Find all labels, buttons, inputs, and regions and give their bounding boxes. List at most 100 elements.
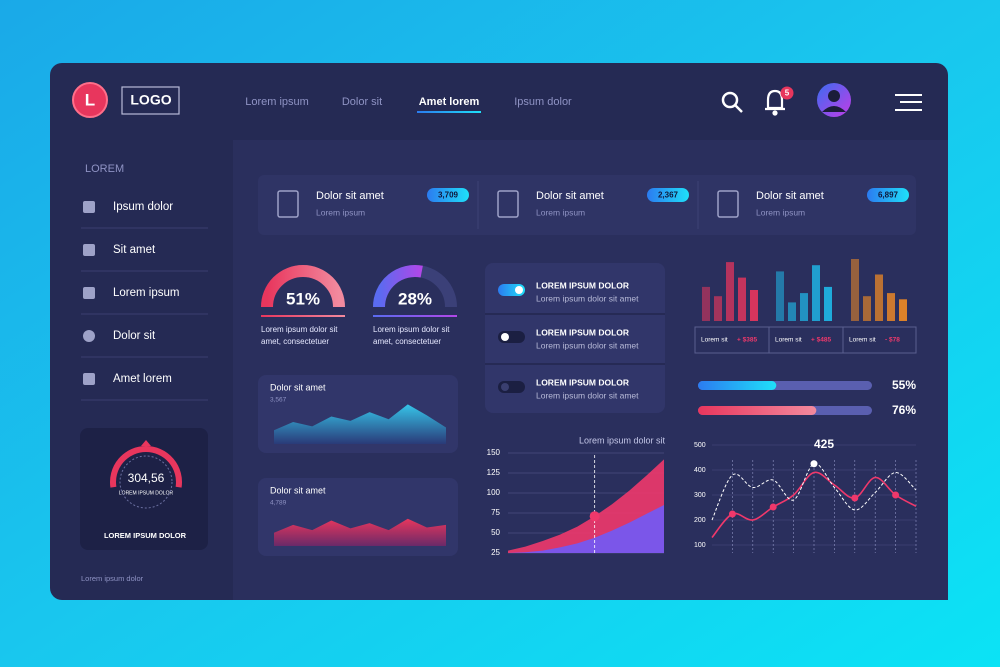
progress-label: 55% <box>892 378 916 392</box>
bar <box>812 265 820 321</box>
stats-card <box>258 175 916 235</box>
y-tick-label: 200 <box>694 517 706 524</box>
menu-item[interactable]: Ipsum dolor <box>113 201 173 213</box>
legend-label: Lorem sit <box>849 337 876 344</box>
bar <box>776 271 784 321</box>
progress-bar <box>698 406 817 415</box>
card-value: 4,789 <box>270 500 287 507</box>
line-point <box>728 510 736 518</box>
legend-label: Lorem sit <box>701 337 728 344</box>
avatar-body <box>822 106 846 112</box>
toggle-text: Lorem ipsum dolor sit amet <box>536 293 639 303</box>
stat-badge <box>867 188 909 202</box>
stat-title: Dolor sit amet <box>536 190 604 202</box>
nav-item[interactable]: Lorem ipsum <box>245 96 309 108</box>
bell-icon[interactable] <box>765 89 785 116</box>
gauge-value <box>373 265 423 308</box>
bar <box>738 277 746 321</box>
line-point <box>892 491 900 499</box>
y-tick-label: 400 <box>694 467 706 474</box>
peak-label: 425 <box>814 437 834 451</box>
nav-underline <box>417 111 481 113</box>
stat-icon <box>497 190 519 218</box>
toggle-card <box>485 263 665 413</box>
bar <box>800 293 808 321</box>
menu-item[interactable]: Sit amet <box>113 244 156 256</box>
nav-item[interactable]: Ipsum dolor <box>514 96 572 108</box>
stat-badge <box>427 188 469 202</box>
toggle-knob <box>515 286 523 294</box>
line-series <box>711 471 917 539</box>
gauge-ring <box>119 455 173 509</box>
stat-subtitle: Lorem ipsum <box>536 207 585 217</box>
gauge-label: LOREM IPSUM DOLOR <box>104 531 187 540</box>
logo-letter: L <box>85 90 95 109</box>
logo-box <box>121 86 180 115</box>
y-tick-label: 100 <box>487 488 501 497</box>
toggle-text: Lorem ipsum dolor sit amet <box>536 390 639 400</box>
card-title: Dolor sit amet <box>270 382 326 392</box>
avatar-head <box>828 90 840 102</box>
y-tick-label: 25 <box>491 548 500 557</box>
notification-badge <box>780 86 794 100</box>
gauge-caption-box: Lorem ipsum dolor sit amet, consectetuer <box>261 325 337 346</box>
bar <box>851 259 859 321</box>
stat-icon <box>717 190 739 218</box>
y-tick-label: 500 <box>694 442 706 449</box>
menu-icon <box>83 201 95 213</box>
stat-title: Dolor sit amet <box>756 190 824 202</box>
line-point <box>851 494 859 502</box>
gauge-arc <box>110 446 182 488</box>
gauge-inner-label: LOREM IPSUM DOLOR <box>119 490 174 496</box>
bar <box>750 290 758 321</box>
stat-subtitle: Lorem ipsum <box>316 207 365 217</box>
card-area <box>274 404 446 444</box>
gauge-underline <box>373 315 457 317</box>
y-tick-label: 300 <box>694 492 706 499</box>
menu-item[interactable]: Amet lorem <box>113 373 172 385</box>
stat-badge-text: 3,709 <box>438 191 459 200</box>
y-tick-label: 100 <box>694 542 706 549</box>
bar <box>788 302 796 321</box>
sidebar-heading: LOREM <box>85 163 124 175</box>
y-tick-label: 50 <box>491 528 500 537</box>
menu-icon <box>83 373 95 385</box>
logo-mark <box>72 82 108 118</box>
gauge-percent: 28% <box>398 289 432 308</box>
toggle-text: Lorem ipsum dolor sit amet <box>536 340 639 350</box>
stat-icon <box>277 190 299 218</box>
logo-text: LOGO <box>130 92 171 108</box>
bar <box>875 274 883 321</box>
bar <box>887 293 895 321</box>
menu-icon <box>83 244 95 256</box>
notification-count: 5 <box>785 89 790 98</box>
bar <box>899 299 907 321</box>
menu-icon[interactable] <box>895 94 922 111</box>
bar <box>726 262 734 321</box>
bar <box>714 296 722 321</box>
menu-item[interactable]: Lorem ipsum <box>113 287 179 299</box>
gauge-caption-box: Lorem ipsum dolor sit amet, consectetuer <box>373 325 449 346</box>
area-series <box>508 505 664 553</box>
bar <box>702 286 710 321</box>
progress-bar <box>698 381 777 390</box>
bar <box>824 286 832 321</box>
gauge-percent: 51% <box>286 289 320 308</box>
gauge-underline <box>261 315 345 317</box>
card-value: 3,567 <box>270 397 287 404</box>
area-chart-title: Lorem ipsum dolor sit <box>579 435 666 445</box>
menu-icon <box>83 287 95 299</box>
stat-badge <box>647 188 689 202</box>
progress-label: 76% <box>892 403 916 417</box>
menu-item[interactable]: Dolor sit <box>113 330 156 342</box>
gauge-value: 304,56 <box>128 471 165 485</box>
gauge-card <box>80 428 208 550</box>
peak-point <box>810 460 818 468</box>
search-icon[interactable] <box>721 91 743 113</box>
gauge-pointer <box>141 440 151 446</box>
nav-item[interactable]: Amet lorem <box>419 96 480 108</box>
nav-item[interactable]: Dolor sit <box>342 96 382 108</box>
legend-label: Lorem sit <box>775 337 802 344</box>
